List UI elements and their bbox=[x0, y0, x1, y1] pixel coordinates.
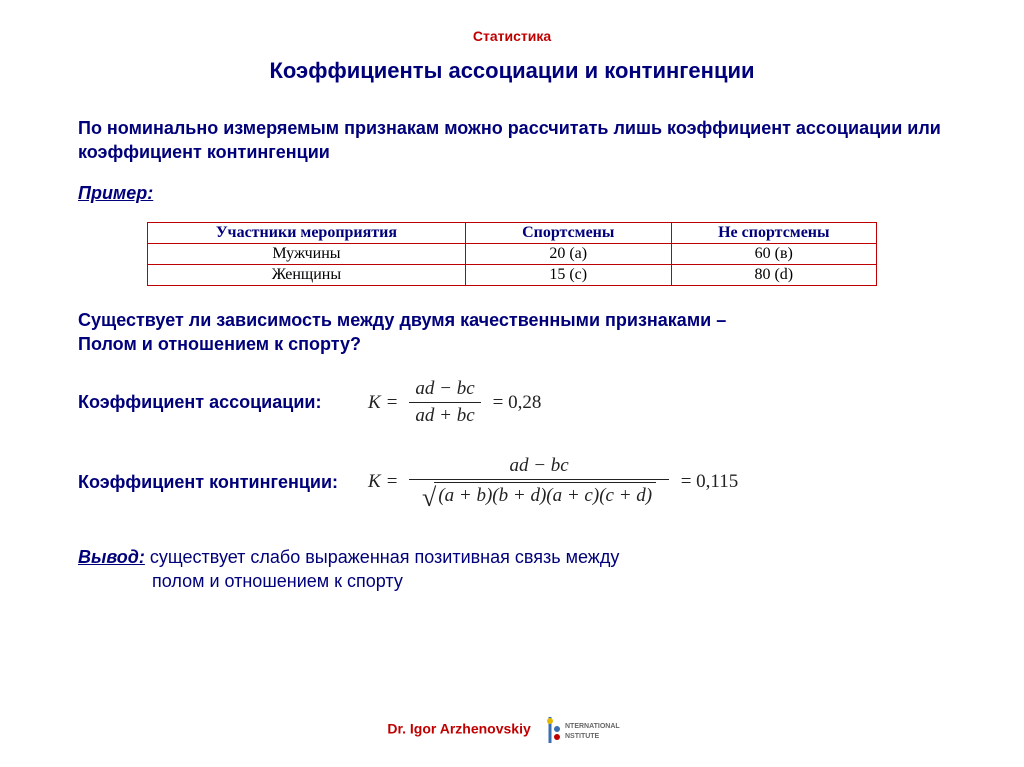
contingency-label: Коэффициент контингенции: bbox=[78, 472, 338, 493]
footer-logo: NTERNATIONAL NSTITUTE bbox=[547, 715, 637, 745]
footer: Dr. Igor Arzhenovskiy NTERNATIONAL NSTIT… bbox=[0, 715, 1024, 745]
intro-text: По номинально измеряемым признакам можно… bbox=[78, 116, 946, 165]
formula-k: K bbox=[368, 471, 381, 493]
fraction: ad − bc √ (a + b)(b + d)(a + c)(c + d) bbox=[409, 455, 668, 509]
table-row: Мужчины 20 (a) 60 (в) bbox=[148, 243, 877, 264]
table-cell: 15 (c) bbox=[465, 264, 671, 285]
equals-sign: = bbox=[387, 392, 398, 414]
association-formula: K = ad − bc ad + bc = 0,28 bbox=[368, 378, 541, 427]
association-row: Коэффициент ассоциации: K = ad − bc ad +… bbox=[78, 378, 946, 427]
table-cell: 60 (в) bbox=[671, 243, 876, 264]
equals-sign: = bbox=[387, 471, 398, 493]
table-cell: Женщины bbox=[148, 264, 466, 285]
association-label: Коэффициент ассоциации: bbox=[78, 392, 328, 413]
table-row: Женщины 15 (c) 80 (d) bbox=[148, 264, 877, 285]
question-line: Полом и отношением к спорту? bbox=[78, 334, 361, 354]
numerator: ad − bc bbox=[409, 378, 480, 403]
formula-k: K bbox=[368, 392, 381, 414]
data-table: Участники мероприятия Спортсмены Не спор… bbox=[147, 222, 877, 286]
example-label: Пример: bbox=[78, 183, 946, 204]
conclusion-text: полом и отношением к спорту bbox=[152, 569, 403, 593]
denominator: ad + bc bbox=[409, 403, 480, 427]
radicand: (a + b)(b + d)(a + c)(c + d) bbox=[434, 482, 656, 508]
table-cell: 80 (d) bbox=[671, 264, 876, 285]
fraction: ad − bc ad + bc bbox=[409, 378, 480, 427]
content-area: По номинально измеряемым признакам можно… bbox=[0, 116, 1024, 594]
radical-icon: √ bbox=[422, 485, 436, 511]
table-header: Спортсмены bbox=[465, 222, 671, 243]
question-text: Существует ли зависимость между двумя ка… bbox=[78, 308, 946, 357]
logo-text: NTERNATIONAL bbox=[565, 723, 620, 730]
page-title: Коэффициенты ассоциации и контингенции bbox=[0, 58, 1024, 84]
institute-logo-icon: NTERNATIONAL NSTITUTE bbox=[547, 715, 637, 745]
logo-text: NSTITUTE bbox=[565, 733, 600, 740]
denominator: √ (a + b)(b + d)(a + c)(c + d) bbox=[416, 480, 662, 509]
contingency-row: Коэффициент контингенции: K = ad − bc √ … bbox=[78, 455, 946, 509]
subject-header: Статистика bbox=[0, 0, 1024, 44]
sqrt: √ (a + b)(b + d)(a + c)(c + d) bbox=[422, 482, 656, 508]
footer-author: Dr. Igor Arzhenovskiy bbox=[387, 721, 530, 737]
conclusion: Вывод: существует слабо выраженная позит… bbox=[78, 545, 946, 594]
contingency-formula: K = ad − bc √ (a + b)(b + d)(a + c)(c + … bbox=[368, 455, 738, 509]
formula-result: = 0,115 bbox=[681, 471, 739, 493]
table-header: Не спортсмены bbox=[671, 222, 876, 243]
table-cell: 20 (a) bbox=[465, 243, 671, 264]
conclusion-text: существует слабо выраженная позитивная с… bbox=[145, 547, 619, 567]
table-header-row: Участники мероприятия Спортсмены Не спор… bbox=[148, 222, 877, 243]
question-line: Существует ли зависимость между двумя ка… bbox=[78, 310, 726, 330]
conclusion-lead: Вывод: bbox=[78, 547, 145, 567]
table-cell: Мужчины bbox=[148, 243, 466, 264]
formula-result: = 0,28 bbox=[493, 392, 542, 414]
numerator: ad − bc bbox=[409, 455, 668, 480]
table-header: Участники мероприятия bbox=[148, 222, 466, 243]
